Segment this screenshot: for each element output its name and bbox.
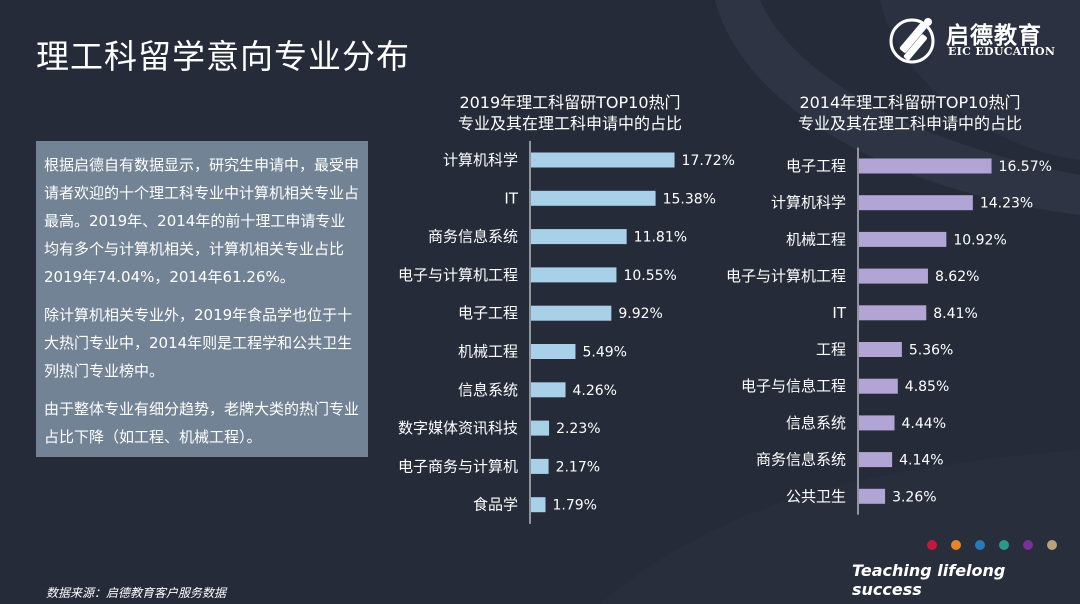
description-paragraph-1: 根据启德自有数据显示，研究生申请中，最受申请者欢迎的十个理工科专业中计算机相关专… [44,156,360,286]
page-title: 理工科留学意向专业分布 [36,37,410,76]
chart-2019-category-label-9: 电子商务与计算机 [398,457,518,475]
chart-2014-value-label-5: 8.41% [933,306,977,322]
chart-2014-bar-10 [859,488,886,504]
dot-3 [975,540,985,550]
description-paragraph-3: 由于整体专业有细分趋势，老牌大类的热门专业占比下降（如工程、机械工程）。 [44,400,360,446]
chart-2014-category-label-10: 公共卫生 [786,487,846,505]
chart-2014-category-label-7: 电子与信息工程 [741,377,846,395]
brand-name: 启德教育 [946,23,1042,49]
chart-2014-bar-4 [859,268,928,284]
chart-2019-bar-8 [531,420,550,436]
chart-2019-value-label-8: 2.23% [556,421,600,437]
chart-2014-bar-8 [859,415,895,431]
description-paragraph-2: 除计算机相关专业外，2019年食品学也位于十大热门专业中，2014年则是工程学和… [44,306,353,380]
chart-2014-value-label-8: 4.44% [902,416,946,432]
chart-2019-category-label-3: 商务信息系统 [428,228,518,246]
brand-logo: 启德教育 EIC EDUCATION [888,14,1058,64]
chart-2019-bar-9 [531,458,549,474]
chart-2014-category-label-1: 电子工程 [786,157,846,175]
chart-2019-value-label-2: 15.38% [663,191,716,207]
chart-2019-bar-5 [531,305,612,321]
chart-2014-bar-9 [859,452,893,468]
chart-2014-category-label-2: 计算机科学 [771,194,846,212]
chart-2019-bar-3 [531,229,627,245]
eic-logo-icon [889,18,935,64]
chart-2014-bar-5 [859,305,927,321]
chart-2019-value-label-9: 2.17% [556,459,600,475]
chart-2019-category-label-1: 计算机科学 [443,151,518,169]
chart-2014-value-label-6: 5.36% [909,343,953,359]
chart-2014-category-label-6: 工程 [816,341,846,359]
chart-2019-bar-10 [531,497,546,513]
chart-2014-value-label-3: 10.92% [953,232,1006,248]
chart-2014-title-line-2: 专业及其在理工科申请中的占比 [797,114,1022,133]
chart-2019-category-label-6: 机械工程 [458,343,518,361]
chart-2014-value-label-4: 8.62% [935,269,979,285]
chart-2019-bar-7 [531,382,566,398]
dot-5 [1023,540,1033,550]
chart-2014-title: 2014年理工科留研TOP10热门 专业及其在理工科申请中的占比 [758,92,1062,134]
chart-2019-category-label-7: 信息系统 [458,381,518,399]
chart-2014-bar-1 [859,158,992,174]
chart-2019-value-label-3: 11.81% [634,230,687,246]
chart-2019-value-label-4: 10.55% [623,268,676,284]
chart-2019-category-label-4: 电子与计算机工程 [398,266,518,284]
chart-2019-value-label-10: 1.79% [552,498,596,514]
chart-2014-bar-7 [859,378,898,394]
chart-2014-value-label-1: 16.57% [999,159,1052,175]
chart-2014-value-label-7: 4.85% [905,379,949,395]
dot-2 [951,540,961,550]
chart-2014-bar-6 [859,342,902,357]
slogan: Teaching lifelong success [852,561,1006,599]
chart-2014-category-label-9: 商务信息系统 [756,451,846,469]
chart-2014-value-label-9: 4.14% [899,453,943,469]
chart-2019-value-label-5: 9.92% [618,306,662,322]
brand-color-dots [927,540,1057,552]
chart-2019-value-label-6: 5.49% [582,345,626,361]
chart-2019-bar-4 [531,267,617,283]
chart-2019-title: 2019年理工科留研TOP10热门 专业及其在理工科申请中的占比 [432,92,708,134]
chart-2014-category-label-8: 信息系统 [786,414,846,432]
chart-2014-value-label-10: 3.26% [892,489,936,505]
chart-2019-value-label-1: 17.72% [682,153,735,169]
chart-2014-bar-2 [859,195,973,211]
chart-2019-bar-6 [531,344,576,359]
chart-2019-category-label-2: IT [504,189,518,207]
chart-2019-category-label-5: 电子工程 [458,304,518,322]
chart-2019-category-label-10: 食品学 [473,496,518,514]
chart-2014-value-label-2: 14.23% [980,196,1033,212]
data-source-note: 数据来源：启德教育客户服务数据 [46,586,227,600]
brand-subtitle: EIC EDUCATION [948,45,1056,58]
chart-2019-bar-2 [531,190,656,206]
description-box: 根据启德自有数据显示，研究生申请中，最受申请者欢迎的十个理工科专业中计算机相关专… [36,141,368,457]
chart-2014-category-label-5: IT [832,304,846,322]
chart-2019-bar-1 [531,152,675,168]
chart-2019-value-label-7: 4.26% [573,383,617,399]
chart-2014-title-line-1: 2014年理工科留研TOP10热门 [799,93,1021,112]
chart-2014-bar-3 [859,231,947,247]
chart-2019-title-line-2: 专业及其在理工科申请中的占比 [457,114,682,133]
dot-6 [1047,540,1057,550]
dot-4 [999,540,1009,550]
chart-2014-category-label-4: 电子与计算机工程 [726,267,846,285]
chart-2019-title-line-1: 2019年理工科留研TOP10热门 [459,93,681,112]
dot-1 [927,540,937,550]
chart-2019-category-label-8: 数字媒体资讯科技 [398,419,518,437]
chart-2014-category-label-3: 机械工程 [786,230,846,248]
